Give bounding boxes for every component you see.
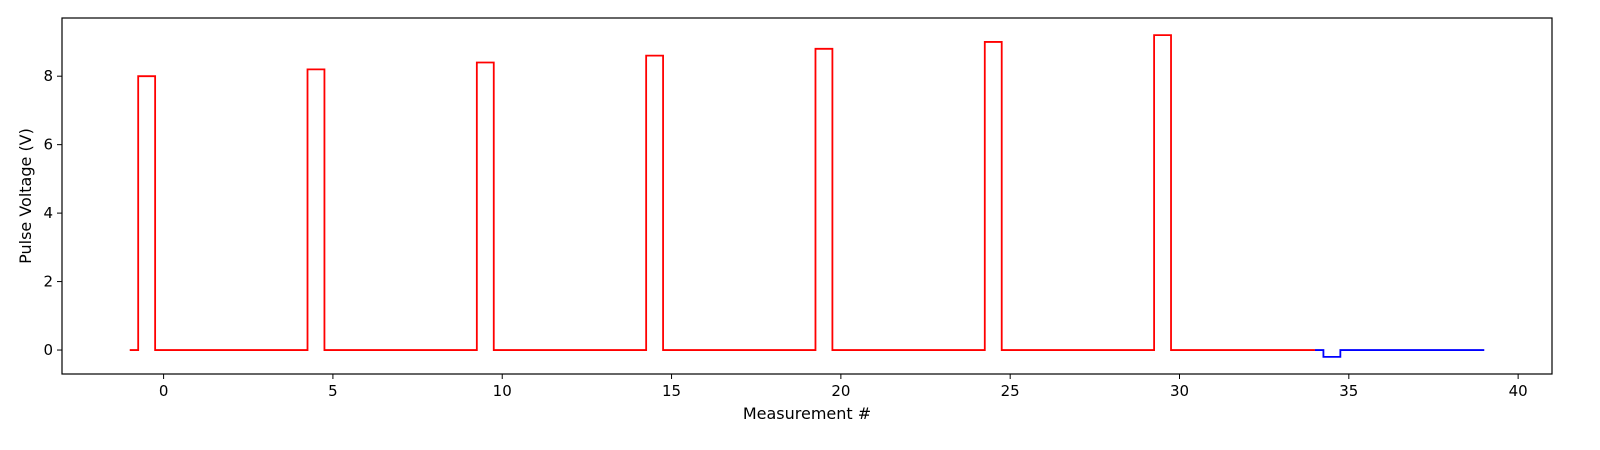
x-tick-label: 15 [662, 382, 681, 400]
series-line-1 [1314, 349, 1485, 358]
y-tick-label: 8 [43, 67, 53, 85]
y-axis-label: Pulse Voltage (V) [16, 128, 35, 264]
y-axis-ticks: 0 2 4 6 8 [43, 67, 62, 359]
x-tick-label: 40 [1509, 382, 1528, 400]
y-tick-label: 2 [43, 273, 53, 291]
x-tick-label: 10 [493, 382, 512, 400]
x-tick-label: 5 [328, 382, 338, 400]
x-tick-label: 20 [831, 382, 850, 400]
y-tick-label: 0 [43, 341, 53, 359]
series-layer [129, 34, 1485, 358]
y-tick-label: 4 [43, 204, 53, 222]
x-axis-label: Measurement # [743, 404, 871, 423]
plot-frame [61, 17, 1553, 375]
x-tick-label: 0 [159, 382, 169, 400]
y-tick-label: 6 [43, 136, 53, 154]
x-tick-label: 25 [1001, 382, 1020, 400]
series-line-0 [129, 34, 1315, 351]
x-tick-label: 30 [1170, 382, 1189, 400]
x-axis-ticks: 0 5 10 15 20 25 30 35 40 [159, 374, 1528, 400]
x-tick-label: 35 [1339, 382, 1358, 400]
